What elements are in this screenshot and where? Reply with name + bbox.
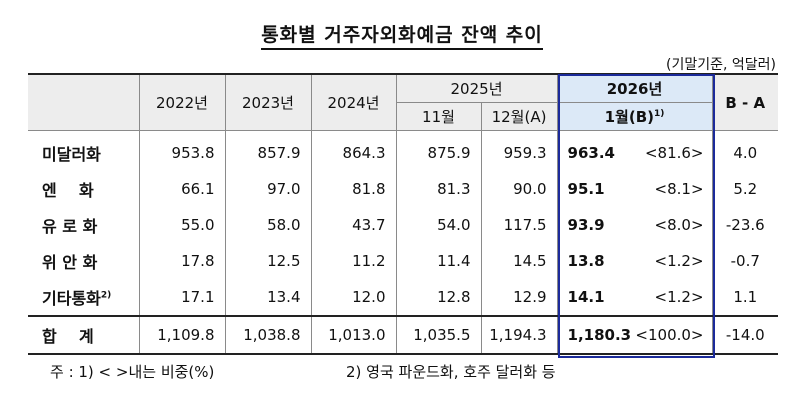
cell-jan-2026: 14.1 <1.2> — [556, 279, 713, 316]
cell-v11: 1,035.5 — [395, 315, 481, 355]
table-title: 통화별 거주자외화예금 잔액 추이 — [0, 20, 804, 50]
deposit-table: 2022년 2023년 2024년 2025년 2026년 B - A 11월 … — [28, 73, 779, 355]
cell-v2022: 66.1 — [138, 171, 225, 207]
header-dec: 12월(A) — [480, 102, 558, 131]
cell-v2024: 11.2 — [310, 243, 396, 279]
header-b-minus-a: B - A — [711, 73, 779, 131]
cell-v12: 90.0 — [480, 171, 558, 207]
cell-b-minus-a: -14.0 — [711, 315, 779, 355]
cell-jan-2026: 963.4 <81.6> — [556, 130, 713, 171]
cell-v11: 81.3 — [395, 171, 481, 207]
row-label: 기타통화2) — [42, 289, 112, 308]
cell-v2022: 55.0 — [138, 207, 225, 243]
cell-v12: 14.5 — [480, 243, 558, 279]
cell-v2024: 81.8 — [310, 171, 396, 207]
cell-b-minus-a: -0.7 — [711, 243, 779, 279]
cell-v11: 11.4 — [395, 243, 481, 279]
cell-b-minus-a: 5.2 — [711, 171, 779, 207]
cell-v11: 875.9 — [395, 130, 481, 171]
cell-jan-2026: 93.9 <8.0> — [556, 207, 713, 243]
cell-jan-2026: 95.1 <8.1> — [556, 171, 713, 207]
cell-v2024: 1,013.0 — [310, 315, 396, 355]
cell-v2023: 857.9 — [224, 130, 311, 171]
cell-v11: 54.0 — [395, 207, 481, 243]
cell-jan-2026: 13.8 <1.2> — [556, 243, 713, 279]
cell-b-minus-a: 4.0 — [711, 130, 779, 171]
table-row: 유 로 화 55.0 58.0 43.7 54.0 117.5 93.9 <8.0> -23.6 — [28, 207, 779, 243]
cell-jan-2026: 1,180.3 <100.0> — [556, 315, 713, 355]
row-label: 미달러화 — [42, 145, 101, 164]
cell-v2024: 12.0 — [310, 279, 396, 316]
cell-v2023: 12.5 — [224, 243, 311, 279]
total-row: 합 계 1,109.8 1,038.8 1,013.0 1,035.5 1,194.3 1,… — [28, 315, 779, 355]
cell-b-minus-a: 1.1 — [711, 279, 779, 316]
unit-label: (기말기준, 억달러) — [666, 57, 776, 73]
cell-v11: 12.8 — [395, 279, 481, 316]
footnote-2: 2) 영국 파운드화, 호주 달러화 등 — [346, 363, 556, 381]
header-2024: 2024년 — [310, 73, 397, 131]
row-label: 유 로 화 — [42, 217, 98, 236]
row-label: 위 안 화 — [42, 253, 98, 272]
row-label: 합 계 — [28, 315, 139, 355]
header-2022: 2022년 — [138, 73, 226, 131]
cell-v12: 959.3 — [480, 130, 558, 171]
cell-b-minus-a: -23.6 — [711, 207, 779, 243]
cell-v12: 1,194.3 — [480, 315, 558, 355]
row-label: 엔 화 — [42, 181, 94, 200]
table-row: 엔 화 66.1 97.0 81.8 81.3 90.0 95.1 <8.1> 5.2 — [28, 171, 779, 207]
header-2025: 2025년 — [395, 73, 558, 103]
header-jan: 1월(B)1) — [556, 102, 713, 131]
cell-v2023: 13.4 — [224, 279, 311, 316]
table-row: 기타통화2) 17.1 13.4 12.0 12.8 12.9 14.1 <1.2> 1.1 — [28, 279, 779, 316]
cell-v2022: 1,109.8 — [138, 315, 225, 355]
cell-v12: 12.9 — [480, 279, 558, 316]
header-2026: 2026년 — [556, 73, 713, 103]
cell-v2022: 953.8 — [138, 130, 225, 171]
cell-v2023: 97.0 — [224, 171, 311, 207]
cell-v2024: 43.7 — [310, 207, 396, 243]
header-nov: 11월 — [395, 102, 482, 131]
header-blank — [28, 73, 140, 131]
table-row: 위 안 화 17.8 12.5 11.2 11.4 14.5 13.8 <1.2> -0.7 — [28, 243, 779, 279]
cell-v2022: 17.8 — [138, 243, 225, 279]
header-2023: 2023년 — [224, 73, 312, 131]
cell-v2023: 58.0 — [224, 207, 311, 243]
table-row: 미달러화 953.8 857.9 864.3 875.9 959.3 963.4 <81.6>… — [28, 130, 779, 171]
cell-v12: 117.5 — [480, 207, 558, 243]
cell-v2024: 864.3 — [310, 130, 396, 171]
cell-v2022: 17.1 — [138, 279, 225, 316]
footnote-1: 주 : 1) < >내는 비중(%) — [50, 363, 215, 381]
cell-v2023: 1,038.8 — [224, 315, 311, 355]
